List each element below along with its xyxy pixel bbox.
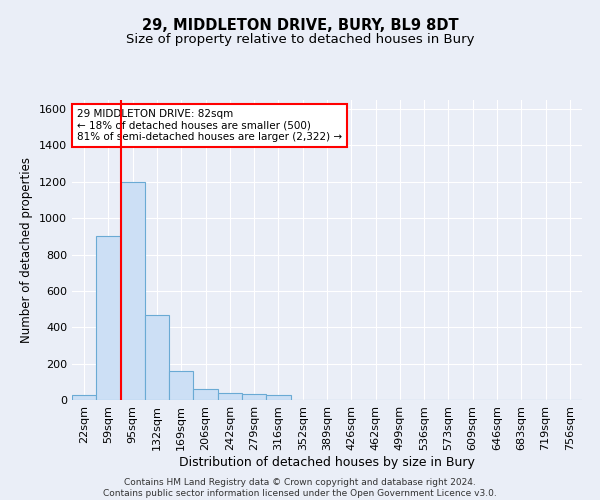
Text: 29 MIDDLETON DRIVE: 82sqm
← 18% of detached houses are smaller (500)
81% of semi: 29 MIDDLETON DRIVE: 82sqm ← 18% of detac…: [77, 109, 342, 142]
Bar: [169, 371, 193, 400]
Bar: [72, 394, 96, 400]
Bar: [218, 392, 242, 400]
Bar: [266, 394, 290, 400]
Bar: [121, 182, 145, 400]
Text: Size of property relative to detached houses in Bury: Size of property relative to detached ho…: [126, 32, 474, 46]
Bar: [96, 236, 121, 400]
X-axis label: Distribution of detached houses by size in Bury: Distribution of detached houses by size …: [179, 456, 475, 468]
Bar: [193, 389, 218, 400]
Text: 29, MIDDLETON DRIVE, BURY, BL9 8DT: 29, MIDDLETON DRIVE, BURY, BL9 8DT: [142, 18, 458, 32]
Bar: [145, 314, 169, 400]
Y-axis label: Number of detached properties: Number of detached properties: [20, 157, 34, 343]
Text: Contains HM Land Registry data © Crown copyright and database right 2024.
Contai: Contains HM Land Registry data © Crown c…: [103, 478, 497, 498]
Bar: [242, 394, 266, 400]
